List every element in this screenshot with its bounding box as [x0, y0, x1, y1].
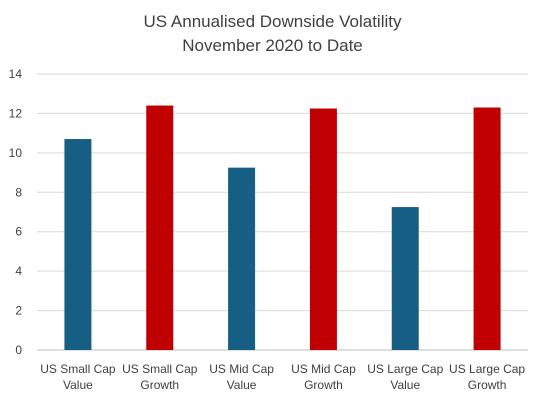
y-tick-label: 2 — [15, 304, 22, 318]
bar — [146, 105, 174, 351]
y-tick-label: 4 — [15, 264, 22, 278]
x-tick-label: US Mid Cap Growth — [291, 362, 356, 392]
bar — [391, 207, 419, 350]
chart-subtitle: November 2020 to Date — [182, 36, 363, 55]
y-axis-ticks: 0 2 4 6 8 10 12 14 — [9, 67, 23, 357]
x-tick-label: US Large Cap Growth — [449, 362, 525, 392]
x-tick-label: US Large Cap Value — [367, 362, 443, 392]
y-tick-label: 10 — [9, 146, 23, 160]
x-tick-label: US Mid Cap Value — [209, 362, 274, 392]
bars — [64, 105, 501, 351]
y-tick-label: 14 — [9, 67, 23, 81]
bar — [228, 167, 256, 350]
y-tick-label: 12 — [9, 106, 23, 120]
y-tick-label: 0 — [15, 343, 22, 357]
bar — [473, 107, 501, 350]
gridlines — [37, 73, 528, 351]
chart-title: US Annualised Downside Volatility — [143, 12, 402, 31]
x-tick-label: US Small Cap Value — [40, 362, 116, 392]
y-tick-label: 8 — [15, 185, 22, 199]
bar — [309, 108, 337, 350]
y-tick-label: 6 — [15, 225, 22, 239]
x-tick-label: US Small Cap Growth — [122, 362, 198, 392]
bar — [64, 139, 92, 350]
